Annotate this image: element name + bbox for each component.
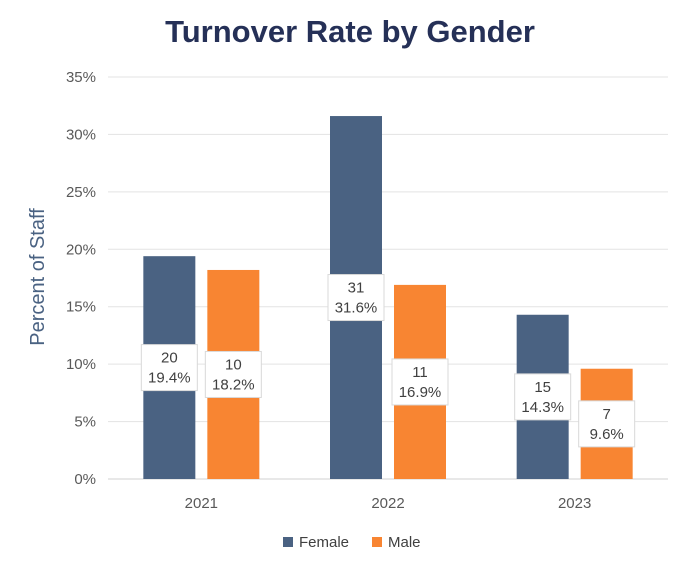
- data-label-count: 31: [348, 280, 365, 297]
- y-tick-label: 0%: [74, 471, 96, 488]
- legend: Female Male: [283, 534, 421, 551]
- y-tick-label: 30%: [66, 126, 96, 143]
- y-tick-label: 35%: [66, 69, 96, 86]
- data-label-percent: 31.6%: [335, 300, 378, 317]
- data-label-percent: 9.6%: [590, 426, 624, 443]
- data-label-percent: 18.2%: [212, 376, 255, 393]
- data-labels: 20 19.4% 10 18.2% 31 31.6% 11 16.9% 15 14.3% 7 9.6%: [140, 274, 636, 448]
- data-label-count: 7: [602, 406, 610, 423]
- y-axis-ticks: 0% 5% 10% 15% 20% 25% 30% 35%: [66, 69, 96, 488]
- data-label-box: [140, 344, 198, 392]
- data-label-count: 15: [534, 379, 551, 396]
- data-label-count: 11: [412, 364, 428, 381]
- data-label-box: [578, 400, 636, 448]
- data-label-box: [391, 358, 449, 406]
- x-tick-label: 2021: [185, 495, 218, 512]
- legend-label-male: Male: [388, 534, 421, 551]
- y-tick-label: 15%: [66, 299, 96, 316]
- legend-swatch-female: [283, 537, 293, 547]
- y-tick-label: 10%: [66, 356, 96, 373]
- data-label-percent: 14.3%: [521, 399, 564, 416]
- legend-label-female: Female: [299, 534, 349, 551]
- x-axis-ticks: 2021 2022 2023: [185, 495, 592, 512]
- data-label-count: 10: [225, 356, 242, 373]
- y-tick-label: 25%: [66, 184, 96, 201]
- data-label-box: [204, 350, 262, 398]
- data-label-count: 20: [161, 350, 178, 367]
- bars: [143, 116, 633, 480]
- data-label-box: [327, 274, 385, 322]
- data-label-percent: 16.9%: [399, 384, 442, 401]
- gridlines: [108, 76, 668, 480]
- y-axis-title: Percent of Staff: [27, 208, 49, 346]
- x-tick-label: 2022: [371, 495, 404, 512]
- y-tick-label: 5%: [74, 414, 96, 431]
- y-tick-label: 20%: [66, 241, 96, 258]
- legend-swatch-male: [372, 537, 382, 547]
- data-label-percent: 19.4%: [148, 370, 191, 387]
- data-label-box: [514, 373, 572, 421]
- x-tick-label: 2023: [558, 495, 591, 512]
- chart-title: Turnover Rate by Gender: [165, 14, 535, 49]
